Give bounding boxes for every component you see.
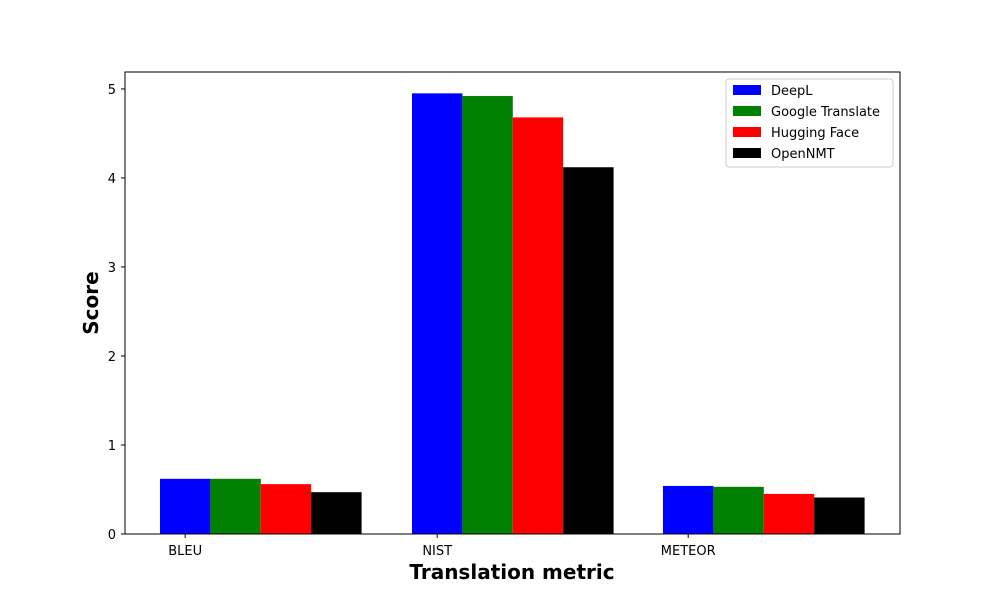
legend-label-deepl: DeepL <box>771 84 813 99</box>
bar-bleu-deepl <box>160 478 211 534</box>
legend-swatch-google-translate <box>733 106 761 116</box>
legend-frame <box>725 78 894 168</box>
bars-layer <box>160 93 865 535</box>
legend-label-hugging-face: Hugging Face <box>771 126 859 141</box>
x-axis: BLEU NIST METEOR <box>168 534 716 559</box>
bar-nist-hugging-face <box>512 117 564 535</box>
y-tick-label: 1 <box>108 439 116 454</box>
bar-bleu-hugging-face <box>260 484 312 534</box>
y-axis-label: Score <box>79 271 103 334</box>
y-tick-label: 3 <box>108 261 116 276</box>
y-tick-label: 2 <box>108 350 116 365</box>
bar-bleu-opennmt <box>311 492 362 534</box>
y-tick-label: 4 <box>108 172 116 187</box>
legend-label-opennmt: OpenNMT <box>771 147 835 162</box>
bar-nist-opennmt <box>563 167 614 535</box>
y-tick-label: 5 <box>108 83 116 98</box>
legend: DeepL Google Translate Hugging Face OpenNMT <box>725 78 894 168</box>
x-axis-label: Translation metric <box>409 560 614 584</box>
legend-label-google-translate: Google Translate <box>771 105 880 120</box>
bar-meteor-deepl <box>663 485 714 534</box>
bar-meteor-opennmt <box>814 497 865 534</box>
plot-frame <box>124 71 901 535</box>
x-tick-label-bleu: BLEU <box>168 544 202 559</box>
y-axis: 0 1 2 3 4 5 <box>108 83 125 543</box>
bar-meteor-google-translate <box>713 486 764 534</box>
x-tick-label-meteor: METEOR <box>661 544 716 559</box>
bar-nist-google-translate <box>462 96 513 535</box>
legend-swatch-hugging-face <box>733 127 761 137</box>
bar-nist-deepl <box>412 93 463 534</box>
legend-swatch-opennmt <box>733 148 761 158</box>
y-tick-label: 0 <box>108 528 116 543</box>
bar-meteor-hugging-face <box>763 493 815 534</box>
bar-bleu-google-translate <box>210 478 261 534</box>
legend-swatch-deepl <box>733 85 761 95</box>
x-tick-label-nist: NIST <box>422 544 452 559</box>
